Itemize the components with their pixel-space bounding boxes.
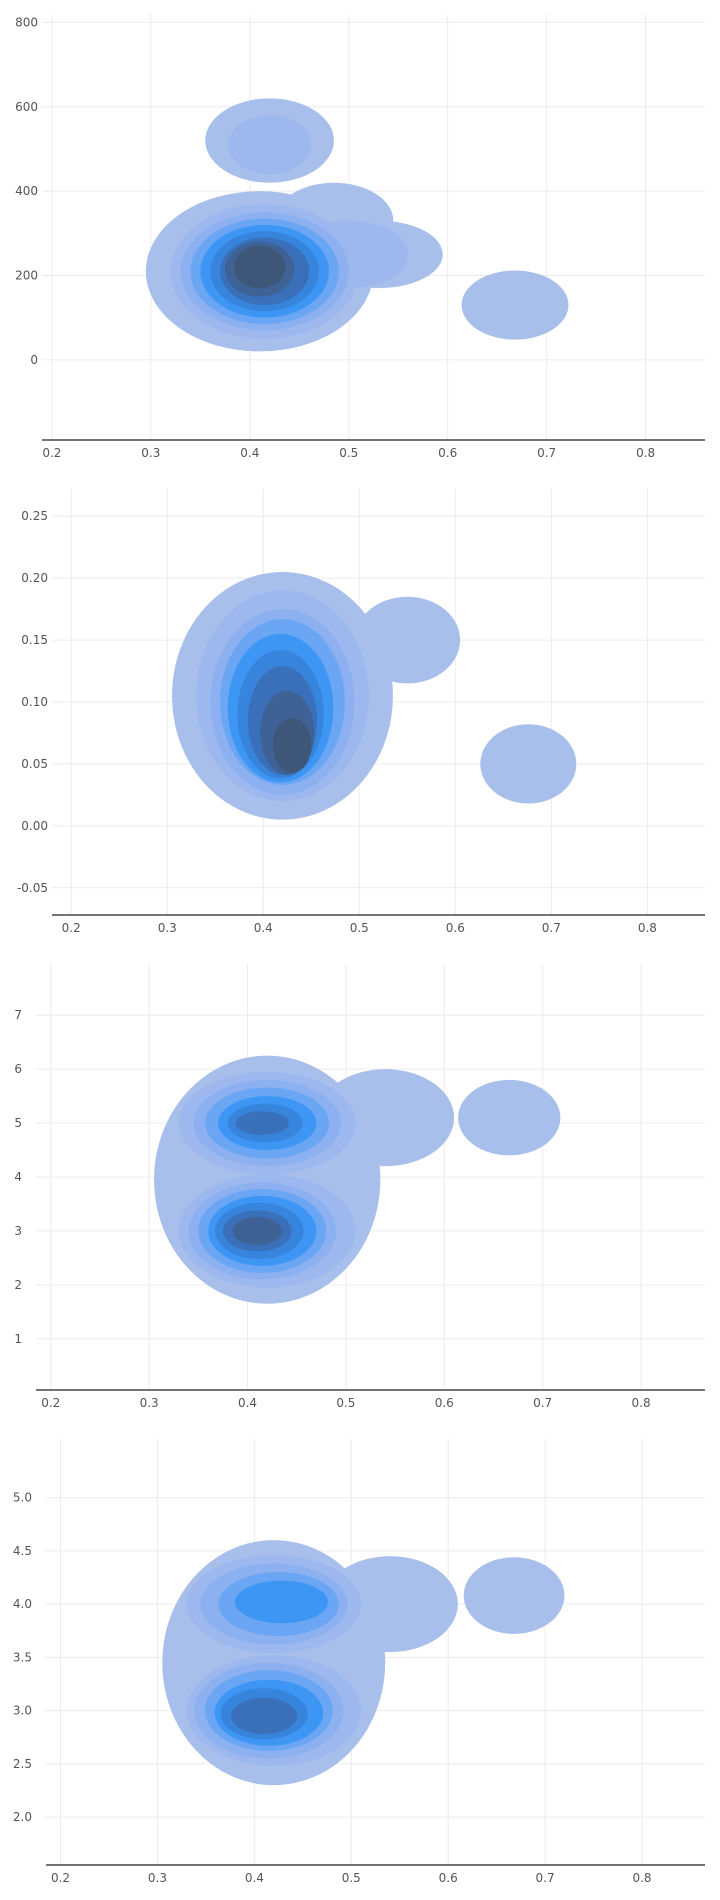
y-tick-label: 0.10 <box>21 695 48 709</box>
x-tick-label: 0.2 <box>41 1396 60 1410</box>
y-tick-label: 400 <box>15 184 38 198</box>
density-region <box>228 115 312 175</box>
y-tick-label: 2.5 <box>13 1757 32 1771</box>
y-tick-label: 0.15 <box>21 633 48 647</box>
x-tick-label: 0.5 <box>342 1871 361 1885</box>
x-tick-label: 0.2 <box>42 446 61 460</box>
x-tick-label: 0.8 <box>632 1396 651 1410</box>
density-region <box>322 1556 458 1652</box>
y-tick-label: 3.0 <box>13 1704 32 1718</box>
x-tick-label: 0.3 <box>148 1871 167 1885</box>
x-tick-label: 0.6 <box>439 1871 458 1885</box>
x-tick-label: 0.4 <box>238 1396 257 1410</box>
x-tick-label: 0.4 <box>254 921 273 935</box>
x-tick-label: 0.8 <box>638 921 657 935</box>
y-tick-label: -0.05 <box>17 881 48 895</box>
density-chart-1: 0.2 0.3 0.4 0.5 0.6 0.7 0.8 800 600 400 200 0 <box>0 0 720 475</box>
density-region <box>272 718 312 773</box>
y-tick-label: 2 <box>14 1278 22 1292</box>
x-tick-label: 0.4 <box>240 446 259 460</box>
y-tick-label: 200 <box>15 269 38 283</box>
density-plot-1: 0.2 0.3 0.4 0.5 0.6 0.7 0.8 800 600 400 200 0 <box>15 14 705 460</box>
y-tick-label: 0.20 <box>21 571 48 585</box>
density-contours <box>145 98 569 352</box>
density-plot-3: 0.2 0.3 0.4 0.5 0.6 0.7 0.8 7 6 5 4 3 2 1 <box>14 964 705 1410</box>
x-tick-label: 0.5 <box>350 921 369 935</box>
density-region <box>458 1079 561 1156</box>
x-tick-label: 0.3 <box>140 1396 159 1410</box>
y-tick-label: 4.5 <box>13 1544 32 1558</box>
density-plot-2: 0.2 0.3 0.4 0.5 0.6 0.7 0.8 0.25 0.20 0.15 0.10 0.0… <box>17 489 705 935</box>
density-region <box>461 270 569 340</box>
density-region <box>463 1557 565 1634</box>
x-tick-label: 0.8 <box>632 1871 651 1885</box>
density-region <box>480 724 577 804</box>
y-tick-label: 0.00 <box>21 819 48 833</box>
x-tick-label: 0.7 <box>542 921 561 935</box>
density-level-9 <box>233 245 286 289</box>
density-chart-4: 0.2 0.3 0.4 0.5 0.6 0.7 0.8 5.0 4.5 4.0 3.5 3.0 2.5 2… <box>0 1425 720 1900</box>
y-tick-label: 600 <box>15 100 38 114</box>
x-tick-label: 0.3 <box>141 446 160 460</box>
y-tick-label: 800 <box>15 15 38 29</box>
y-tick-label: 3.5 <box>13 1650 32 1664</box>
density-level-7 <box>231 1697 298 1735</box>
density-plot-4: 0.2 0.3 0.4 0.5 0.6 0.7 0.8 5.0 4.5 4.0 3.5 3.0 2.5 2… <box>13 1439 705 1885</box>
x-tick-label: 0.7 <box>533 1396 552 1410</box>
y-tick-label: 0.05 <box>21 757 48 771</box>
x-tick-label: 0.2 <box>62 921 81 935</box>
density-region <box>232 1216 282 1245</box>
density-chart-3: 0.2 0.3 0.4 0.5 0.6 0.7 0.8 7 6 5 4 3 2 1 <box>0 950 720 1425</box>
y-tick-label: 2.0 <box>13 1810 32 1824</box>
y-tick-label: 6 <box>14 1062 22 1076</box>
x-tick-label: 0.5 <box>339 446 358 460</box>
y-tick-label: 4 <box>14 1170 22 1184</box>
x-tick-label: 0.5 <box>336 1396 355 1410</box>
density-contours <box>172 571 577 820</box>
x-tick-label: 0.2 <box>51 1871 70 1885</box>
y-tick-label: 5.0 <box>13 1491 32 1505</box>
density-level-8 <box>232 1216 282 1245</box>
x-tick-label: 0.7 <box>536 1871 555 1885</box>
density-region <box>231 1697 298 1735</box>
density-region <box>235 1111 289 1135</box>
y-tick-label: 7 <box>14 1008 22 1022</box>
y-tick-label: 1 <box>14 1332 22 1346</box>
density-region <box>234 1580 329 1624</box>
x-tick-label: 0.8 <box>636 446 655 460</box>
x-tick-label: 0.3 <box>158 921 177 935</box>
x-tick-label: 0.6 <box>438 446 457 460</box>
y-tick-label: 4.0 <box>13 1597 32 1611</box>
y-tick-label: 3 <box>14 1224 22 1238</box>
y-tick-label: 0 <box>30 353 38 367</box>
x-tick-label: 0.7 <box>537 446 556 460</box>
x-tick-label: 0.6 <box>435 1396 454 1410</box>
density-region <box>233 245 286 289</box>
density-contours <box>154 1055 561 1304</box>
density-region <box>354 596 461 684</box>
density-level-9 <box>272 718 312 773</box>
density-region <box>316 1069 455 1167</box>
x-tick-label: 0.4 <box>245 1871 264 1885</box>
density-contours <box>162 1540 565 1786</box>
density-chart-2: 0.2 0.3 0.4 0.5 0.6 0.7 0.8 0.25 0.20 0.15 0.10 0.0… <box>0 475 720 950</box>
y-tick-label: 0.25 <box>21 509 48 523</box>
gridlines <box>36 964 705 1390</box>
x-tick-label: 0.6 <box>446 921 465 935</box>
y-tick-label: 5 <box>14 1116 22 1130</box>
